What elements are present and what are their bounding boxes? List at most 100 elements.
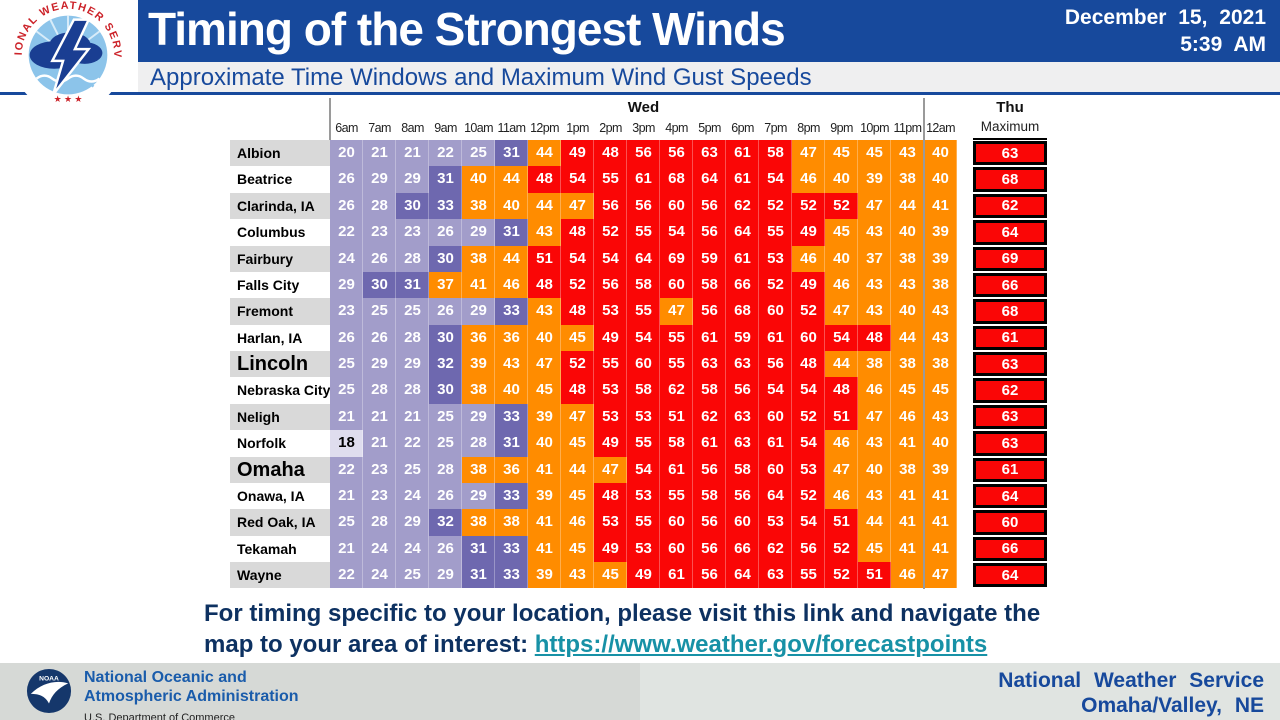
gust-cell: 45 — [561, 430, 594, 457]
gust-cell: 55 — [594, 166, 627, 193]
column-gap — [957, 98, 973, 118]
gust-cell: 49 — [792, 219, 825, 246]
time-column-label: 7pm — [764, 121, 787, 135]
gust-cell: 38 — [858, 351, 891, 378]
gust-cell: 45 — [528, 377, 561, 404]
column-gap — [957, 457, 973, 483]
gust-cell: 61 — [660, 456, 693, 483]
gust-cell: 60 — [759, 298, 792, 325]
gust-cell: 36 — [462, 324, 495, 351]
gust-cell: 41 — [924, 482, 957, 510]
gust-cell: 28 — [429, 456, 462, 483]
gust-cell: 47 — [825, 298, 858, 325]
gust-cell: 28 — [462, 430, 495, 457]
gust-cell: 54 — [627, 456, 660, 483]
gust-cell: 60 — [792, 324, 825, 351]
gust-cell: 55 — [759, 219, 792, 246]
gust-cell: 32 — [429, 509, 462, 536]
gust-cell: 63 — [726, 430, 759, 457]
gust-cell: 56 — [693, 562, 726, 589]
gust-cell: 23 — [363, 219, 396, 246]
day-label-thu: Thu — [996, 99, 1024, 116]
time-column-label: 1pm — [566, 121, 589, 135]
day-header-row: Wed Thu — [230, 98, 1050, 118]
bottom-bar: NOAA National Oceanic and Atmospheric Ad… — [0, 663, 1280, 720]
gust-cell: 62 — [759, 535, 792, 562]
gust-cell: 58 — [660, 430, 693, 457]
gust-cell: 30 — [363, 271, 396, 299]
page-title: Timing of the Strongest Winds — [148, 3, 786, 55]
gust-cell: 48 — [561, 298, 594, 325]
gust-cell: 25 — [396, 562, 429, 589]
gust-cell: 28 — [363, 509, 396, 536]
gust-cell: 53 — [627, 403, 660, 431]
city-label: Falls City — [230, 271, 330, 299]
gust-cell: 46 — [792, 166, 825, 193]
gust-cell: 64 — [759, 482, 792, 510]
column-gap — [957, 298, 973, 324]
time-column-label: 7am — [368, 121, 391, 135]
max-gust-cell: 63 — [973, 352, 1047, 377]
footer-line2-prefix: map to your area of interest: — [204, 631, 535, 658]
gust-cell: 54 — [759, 166, 792, 193]
gust-cell: 48 — [561, 377, 594, 404]
time-column-label: 11pm — [893, 121, 923, 135]
column-gap — [957, 140, 973, 166]
gust-cell: 51 — [825, 403, 858, 431]
gust-cell: 52 — [561, 271, 594, 299]
gust-cell: 29 — [429, 562, 462, 589]
gust-cell: 61 — [759, 430, 792, 457]
gust-cell: 54 — [825, 324, 858, 351]
gust-cell: 43 — [924, 298, 957, 325]
gust-cell: 51 — [660, 403, 693, 431]
gust-cell: 48 — [792, 351, 825, 378]
gust-cell: 52 — [825, 535, 858, 562]
gust-cell: 20 — [330, 140, 363, 167]
gust-cell: 43 — [528, 219, 561, 246]
gust-cell: 31 — [495, 140, 528, 167]
gust-cell: 37 — [858, 245, 891, 272]
gust-cell: 44 — [528, 140, 561, 167]
gust-cell: 22 — [330, 562, 363, 589]
gust-cell: 55 — [627, 298, 660, 325]
gust-cell: 45 — [825, 219, 858, 246]
max-gust-cell: 63 — [973, 141, 1047, 166]
gust-cell: 38 — [891, 166, 924, 193]
gust-cell: 40 — [858, 456, 891, 483]
gust-cell: 45 — [924, 377, 957, 404]
gust-cell: 38 — [462, 456, 495, 483]
gust-cell: 33 — [495, 535, 528, 562]
gust-cell: 48 — [858, 324, 891, 351]
gust-cell: 66 — [726, 535, 759, 562]
gust-cell: 64 — [627, 245, 660, 272]
time-column-label: 8am — [401, 121, 424, 135]
gust-cell: 33 — [495, 298, 528, 325]
gust-cell: 54 — [792, 430, 825, 457]
gust-cell: 40 — [891, 219, 924, 246]
gust-cell: 61 — [726, 245, 759, 272]
gust-cell: 26 — [330, 192, 363, 220]
gust-cell: 63 — [693, 140, 726, 167]
gust-cell: 40 — [891, 298, 924, 325]
gust-cell: 52 — [792, 482, 825, 510]
gust-cell: 33 — [495, 562, 528, 589]
gust-cell: 63 — [759, 562, 792, 589]
gust-cell: 43 — [858, 219, 891, 246]
gust-cell: 48 — [594, 140, 627, 167]
gust-cell: 22 — [330, 456, 363, 483]
forecastpoints-link[interactable]: https://www.weather.gov/forecastpoints — [534, 631, 988, 658]
date-text: December 15, 2021 — [1064, 6, 1266, 29]
gust-cell: 29 — [330, 271, 363, 299]
gust-cell: 38 — [462, 245, 495, 272]
nws-stars: ★ ★ ★ — [54, 94, 83, 104]
column-gap — [957, 272, 973, 298]
gust-cell: 58 — [726, 456, 759, 483]
gust-cell: 38 — [924, 351, 957, 378]
gust-cell: 36 — [495, 324, 528, 351]
time-column-label: 6pm — [731, 121, 754, 135]
column-gap — [957, 404, 973, 430]
day-label-wed: Wed — [627, 99, 660, 116]
gust-cell: 41 — [924, 535, 957, 562]
time-column-label: 6am — [335, 121, 358, 135]
gust-cell: 45 — [825, 140, 858, 167]
